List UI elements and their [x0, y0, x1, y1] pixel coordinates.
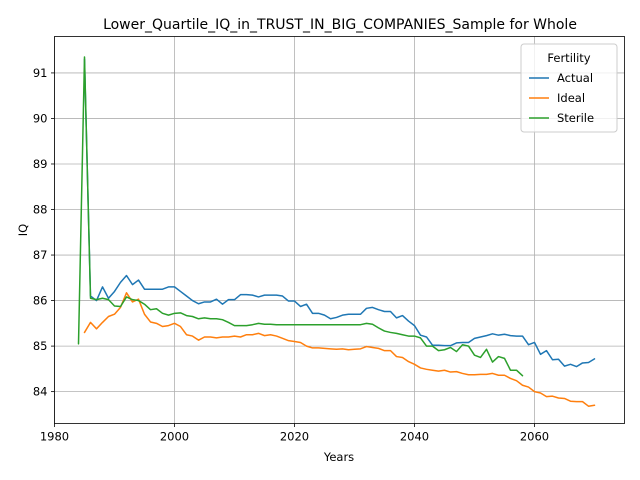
y-tick-label: 91: [33, 66, 48, 80]
x-tick-label: 2000: [160, 430, 189, 444]
plot-frame: [54, 36, 625, 424]
legend-items: Actual Ideal Sterile: [529, 71, 594, 125]
y-tick-label: 89: [33, 157, 48, 171]
legend-box: [520, 43, 618, 133]
y-axis-ticks: 84 85 86 87 88 89 90 91: [33, 66, 55, 399]
x-tick-label: 2020: [280, 430, 309, 444]
legend-label-sterile: Sterile: [557, 111, 594, 125]
legend-label-actual: Actual: [557, 71, 593, 85]
x-tick-label: 1980: [40, 430, 69, 444]
legend-title: Fertility: [547, 51, 590, 65]
y-tick-label: 88: [33, 203, 48, 217]
legend: Fertility Actual Ideal Sterile: [520, 43, 618, 133]
x-tick-label: 2040: [400, 430, 429, 444]
y-tick-label: 84: [33, 385, 48, 399]
series-lines: [77, 56, 596, 407]
series-line-actual: [83, 58, 596, 368]
chart-title: Lower_Quartile_IQ_in_TRUST_IN_BIG_COMPAN…: [103, 17, 577, 33]
y-axis-label: IQ: [16, 224, 30, 236]
y-tick-label: 90: [33, 111, 48, 125]
legend-label-ideal: Ideal: [557, 91, 585, 105]
y-tick-label: 87: [33, 248, 48, 262]
series-line-ideal: [83, 292, 596, 407]
x-axis-label: Years: [323, 450, 354, 464]
y-tick-label: 86: [33, 294, 48, 308]
series-line-sterile: [77, 56, 524, 377]
grid-lines: [54, 36, 625, 424]
y-tick-label: 85: [33, 339, 48, 353]
x-tick-label: 2060: [520, 430, 549, 444]
x-axis-ticks: 1980 2000 2020 2040 2060: [40, 423, 549, 444]
